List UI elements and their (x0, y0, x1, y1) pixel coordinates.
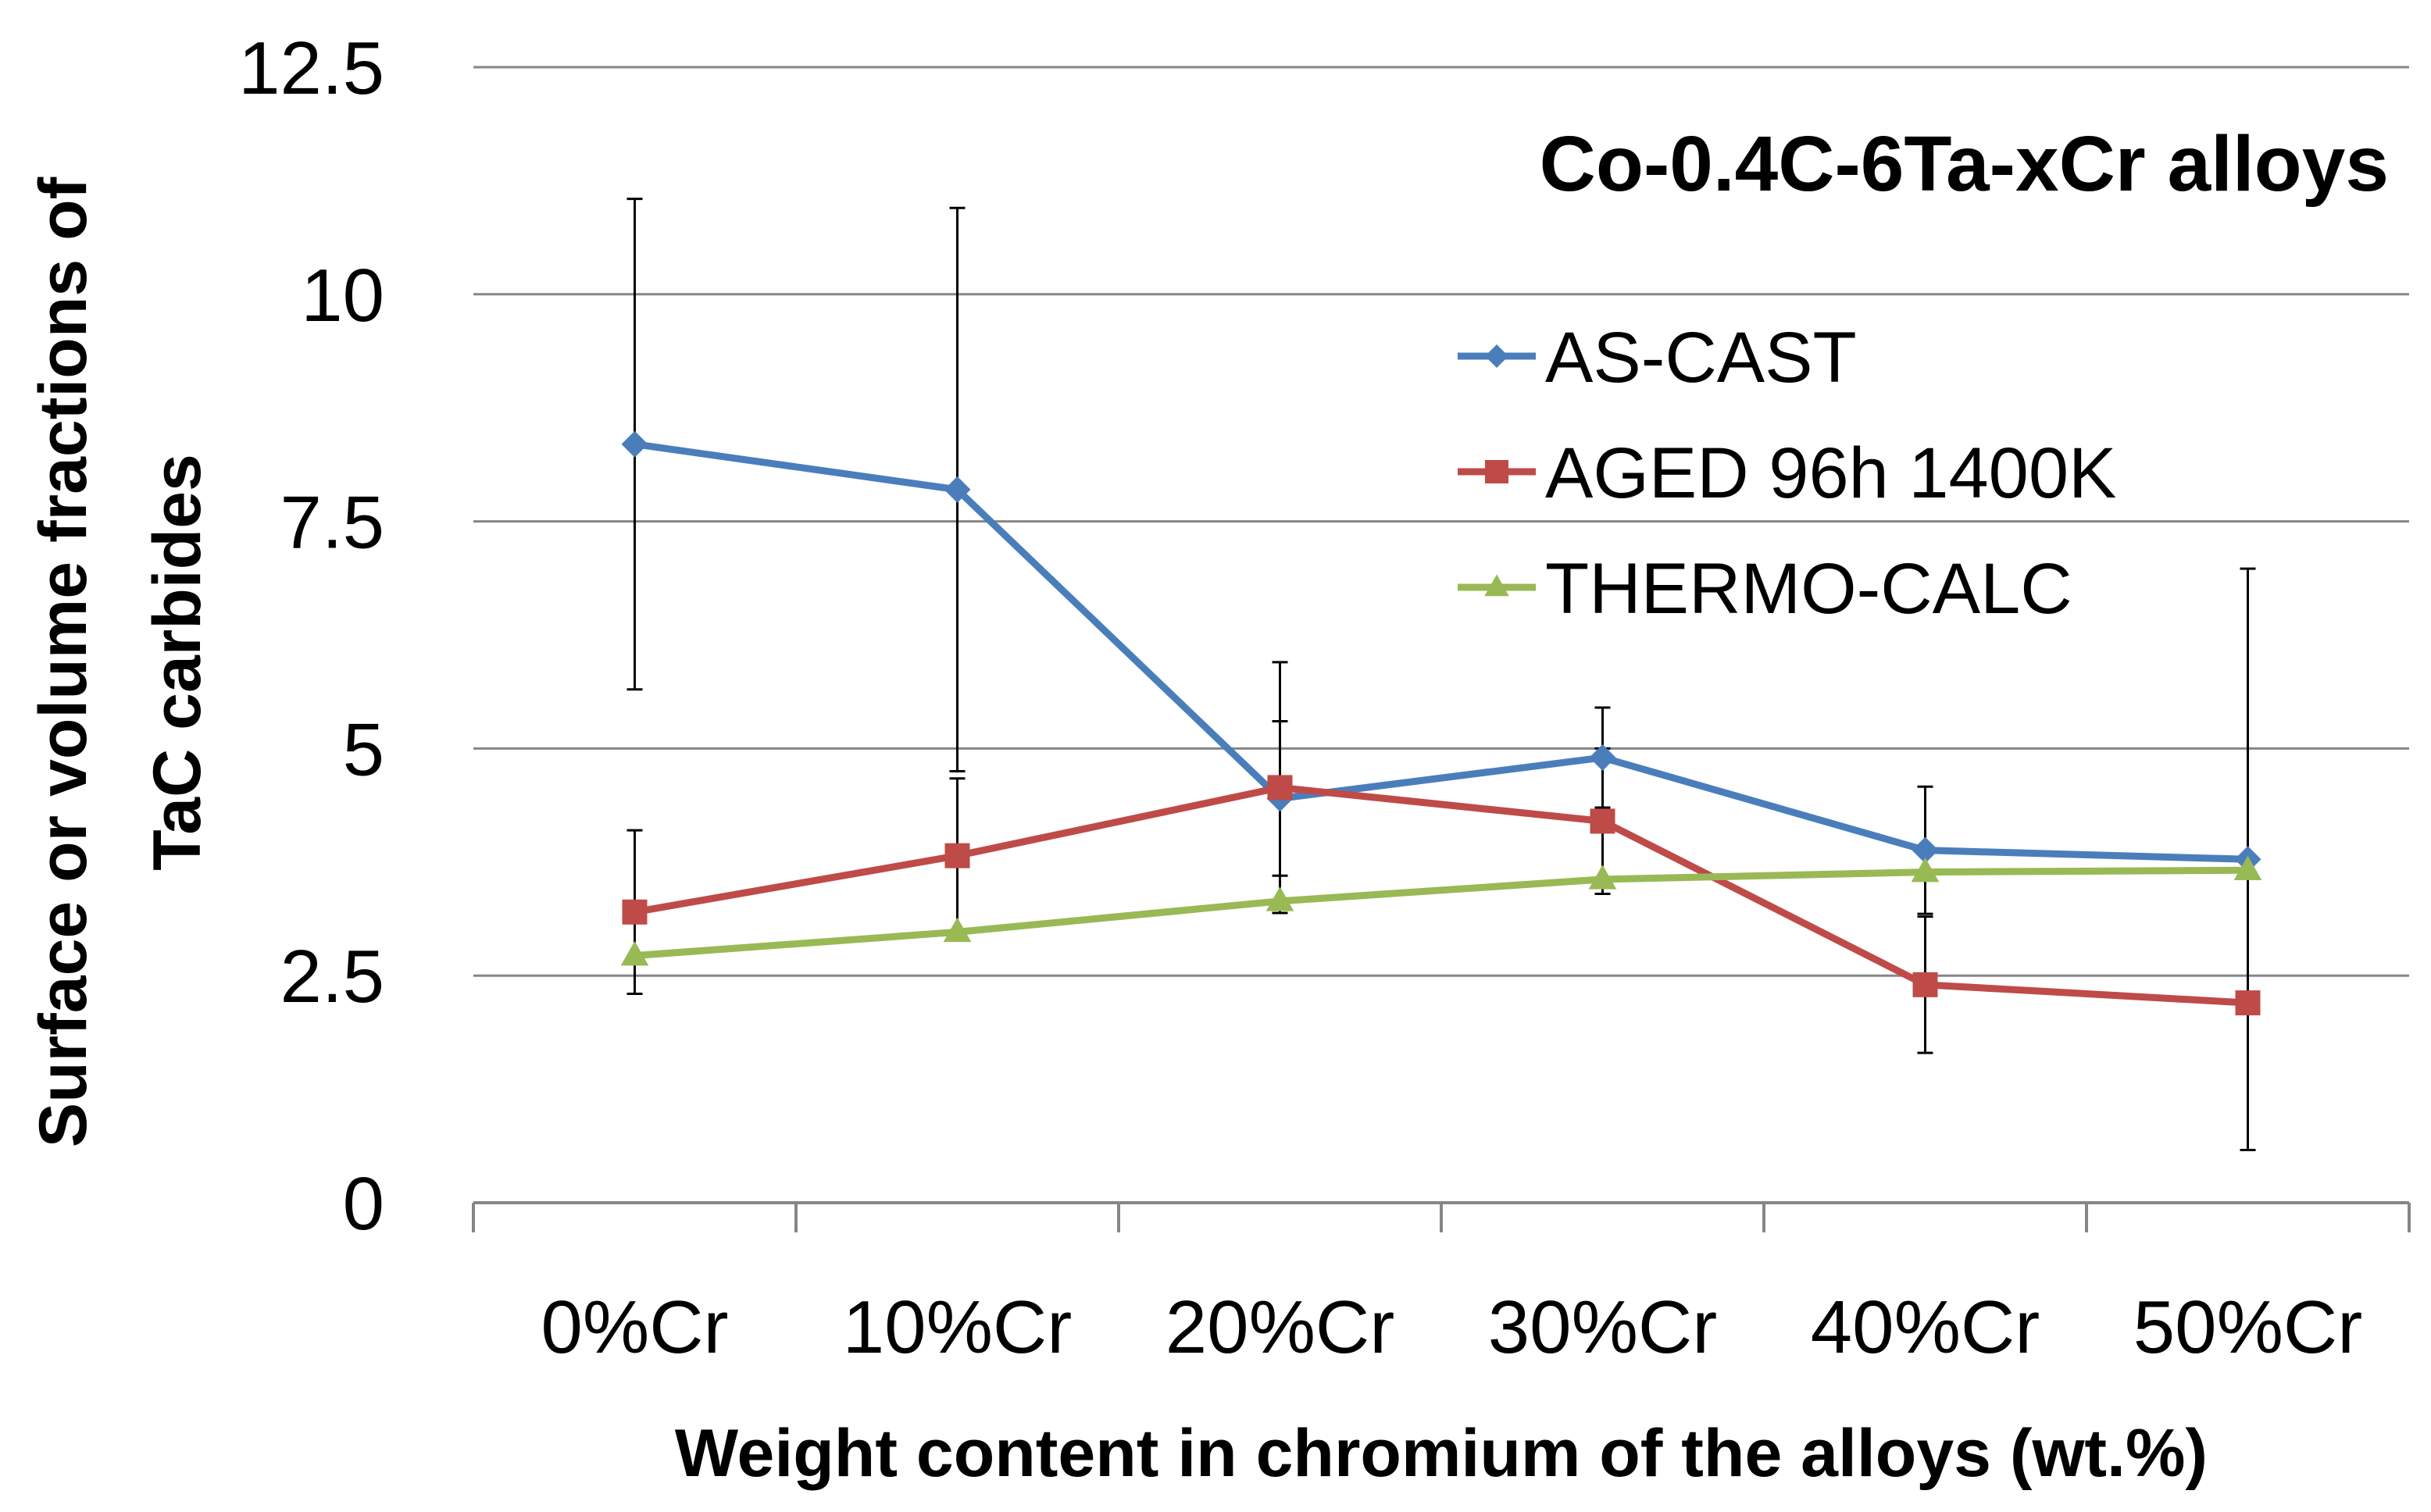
legend: AS-CAST AGED 96h 1400K THERMO-CALC (1458, 318, 2116, 629)
data-point-thermo-calc-3 (1588, 865, 1617, 890)
x-tick-label-30-cr: 30%Cr (1488, 1286, 1717, 1369)
y-axis-title-line-2: TaC carbides (140, 454, 215, 871)
x-tick-label-10-cr: 10%Cr (843, 1286, 1072, 1369)
gridlines (473, 66, 2409, 977)
series-lines (634, 440, 2248, 1007)
data-point-as-cast-3 (1589, 744, 1616, 772)
data-point-aged-96h-1400k-1 (944, 843, 970, 868)
y-tick-label-0: 0 (343, 1162, 384, 1246)
legend-marker-thermo-calc (1484, 574, 1509, 597)
data-point-thermo-calc-0 (620, 940, 649, 966)
data-point-aged-96h-1400k-4 (1912, 972, 1938, 997)
x-axis-ticks (472, 1203, 2411, 1232)
legend-marker-as-cast (1485, 344, 1508, 368)
data-point-aged-96h-1400k-2 (1267, 775, 1293, 801)
x-axis-tick-labels: 0%Cr 10%Cr 20%Cr 30%Cr 40%Cr 50%Cr (541, 1286, 2362, 1369)
data-point-thermo-calc-4 (1911, 857, 1940, 883)
series-line-aged-96h-1400k (634, 783, 2248, 1007)
y-tick-label-10: 10 (301, 254, 384, 337)
x-tick-label-0-cr: 0%Cr (541, 1286, 728, 1369)
legend-label-as-cast: AS-CAST (1545, 318, 1857, 398)
x-tick-label-20-cr: 20%Cr (1166, 1286, 1394, 1369)
legend-label-thermo-calc: THERMO-CALC (1545, 549, 2072, 629)
data-point-aged-96h-1400k-5 (2235, 990, 2261, 1016)
y-tick-label-5: 5 (343, 708, 384, 791)
data-point-thermo-calc-1 (943, 917, 972, 943)
y-tick-label-2-5: 2.5 (280, 935, 384, 1018)
data-point-as-cast-0 (621, 430, 648, 458)
data-point-aged-96h-1400k-0 (622, 899, 648, 925)
x-axis-title: Weight content in chromium of the alloys… (675, 1416, 2208, 1491)
y-tick-label-12-5: 12.5 (238, 27, 384, 110)
series-line-thermo-calc (634, 866, 2248, 960)
y-axis-title-line-1: Surface or volume fractions of (26, 177, 101, 1147)
series-markers (620, 430, 2262, 1016)
data-point-aged-96h-1400k-3 (1590, 808, 1615, 834)
data-point-thermo-calc-2 (1265, 886, 1294, 911)
legend-label-aged-96h-1400k: AGED 96h 1400K (1545, 433, 2116, 513)
y-axis-tick-labels: 0 2.5 5 7.5 10 12.5 (238, 27, 384, 1246)
legend-marker-aged-96h-1400k (1485, 460, 1508, 483)
series-line-as-cast (634, 440, 2248, 863)
x-tick-label-50-cr: 50%Cr (2133, 1286, 2362, 1369)
error-bars (626, 198, 2256, 1152)
chart-title: Co-0.4C-6Ta-xCr alloys (1540, 120, 2389, 208)
data-point-as-cast-1 (944, 476, 971, 503)
data-point-thermo-calc-5 (2233, 855, 2262, 881)
y-tick-label-7-5: 7.5 (280, 481, 384, 565)
x-tick-label-40-cr: 40%Cr (1811, 1286, 2040, 1369)
data-point-as-cast-4 (1912, 836, 1939, 864)
